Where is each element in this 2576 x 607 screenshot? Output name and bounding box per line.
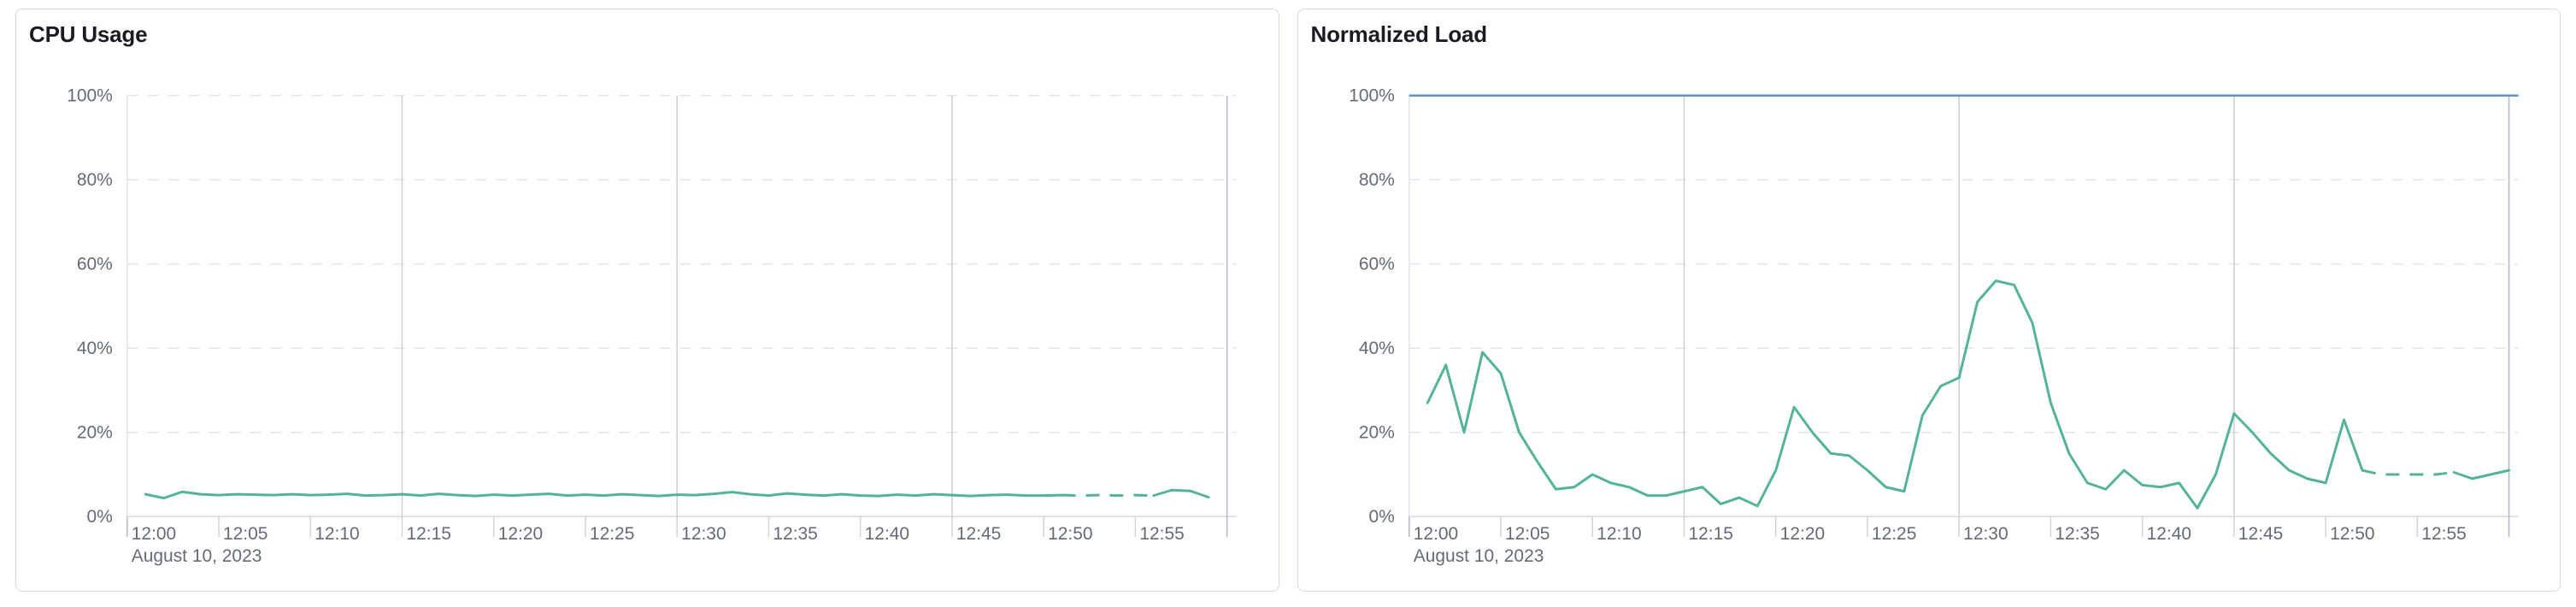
y-axis-label-100%: 100%: [1349, 86, 1395, 106]
x-axis-label-12:05: 12:05: [1505, 524, 1550, 544]
x-axis-label-12:35: 12:35: [2055, 524, 2099, 544]
y-axis-label-60%: 60%: [1358, 255, 1394, 274]
x-axis-label-12:25: 12:25: [590, 524, 634, 544]
x-axis-label-12:50: 12:50: [1048, 524, 1092, 544]
cpu-usage-series-line-2: [1152, 488, 1210, 499]
x-axis-label-12:30: 12:30: [1963, 524, 2008, 544]
x-axis-label-12:20: 12:20: [1779, 524, 1824, 544]
x-axis-label-12:45: 12:45: [956, 524, 1001, 544]
normalized-load-chart[interactable]: 12:00 12:05 12:10 12:15 12:20 12:25 12:30 12:35…: [1298, 9, 2561, 591]
y-axis-label-100%: 100%: [67, 86, 113, 106]
y-axis-label-80%: 80%: [1358, 170, 1394, 190]
x-axis-label-12:25: 12:25: [1871, 524, 1915, 544]
x-axis-label-12:10: 12:10: [1597, 524, 1641, 544]
x-axis-label-12:35: 12:35: [773, 524, 817, 544]
x-axis-label-12:50: 12:50: [2330, 524, 2374, 544]
y-axis-label-40%: 40%: [77, 339, 113, 358]
x-axis-label-12:40: 12:40: [2146, 524, 2191, 544]
x-axis-label-12:00: 12:00: [132, 524, 176, 544]
y-axis-label-40%: 40%: [1358, 339, 1394, 358]
y-axis-label-0%: 0%: [1368, 507, 1394, 527]
x-axis-label-12:00: 12:00: [1413, 524, 1457, 544]
x-axis-label-12:55: 12:55: [1139, 524, 1184, 544]
x-axis-label-12:15: 12:15: [406, 524, 450, 544]
x-axis-label-12:05: 12:05: [223, 524, 268, 544]
cpu-usage-chart[interactable]: 12:00 12:05 12:10 12:15 12:20 12:25 12:30 12:35…: [16, 9, 1279, 591]
y-axis-label-20%: 20%: [77, 423, 113, 443]
x-axis-date-label: August 10, 2023: [132, 546, 262, 566]
y-axis-label-60%: 60%: [77, 255, 113, 274]
y-axis-label-0%: 0%: [87, 507, 113, 527]
cpu-usage-series-line-0: [144, 490, 1064, 500]
x-axis-date-label: August 10, 2023: [1413, 546, 1544, 566]
cpu-usage-panel: CPU Usage 12:00 12:05 12:10 12:15 12:20 12:25…: [15, 9, 1279, 592]
x-axis-label-12:55: 12:55: [2421, 524, 2466, 544]
y-axis-label-80%: 80%: [77, 170, 113, 190]
normalized-load-series-line-forecast-1: [2361, 469, 2454, 476]
cpu-usage-panel-title: CPU Usage: [29, 21, 148, 47]
normalized-load-series-line-2: [2452, 469, 2510, 480]
normalized-load-series-line-0: [1426, 279, 2363, 510]
x-axis-label-12:15: 12:15: [1688, 524, 1732, 544]
x-axis-label-12:10: 12:10: [315, 524, 359, 544]
x-axis-label-12:40: 12:40: [865, 524, 909, 544]
normalized-load-panel: Normalized Load 12:00 12:05 12:10 12:15 12:2…: [1297, 9, 2561, 592]
x-axis-label-12:30: 12:30: [681, 524, 726, 544]
x-axis-label-12:45: 12:45: [2238, 524, 2282, 544]
normalized-load-panel-title: Normalized Load: [1310, 21, 1488, 47]
y-axis-label-20%: 20%: [1358, 423, 1394, 443]
x-axis-label-12:20: 12:20: [498, 524, 543, 544]
